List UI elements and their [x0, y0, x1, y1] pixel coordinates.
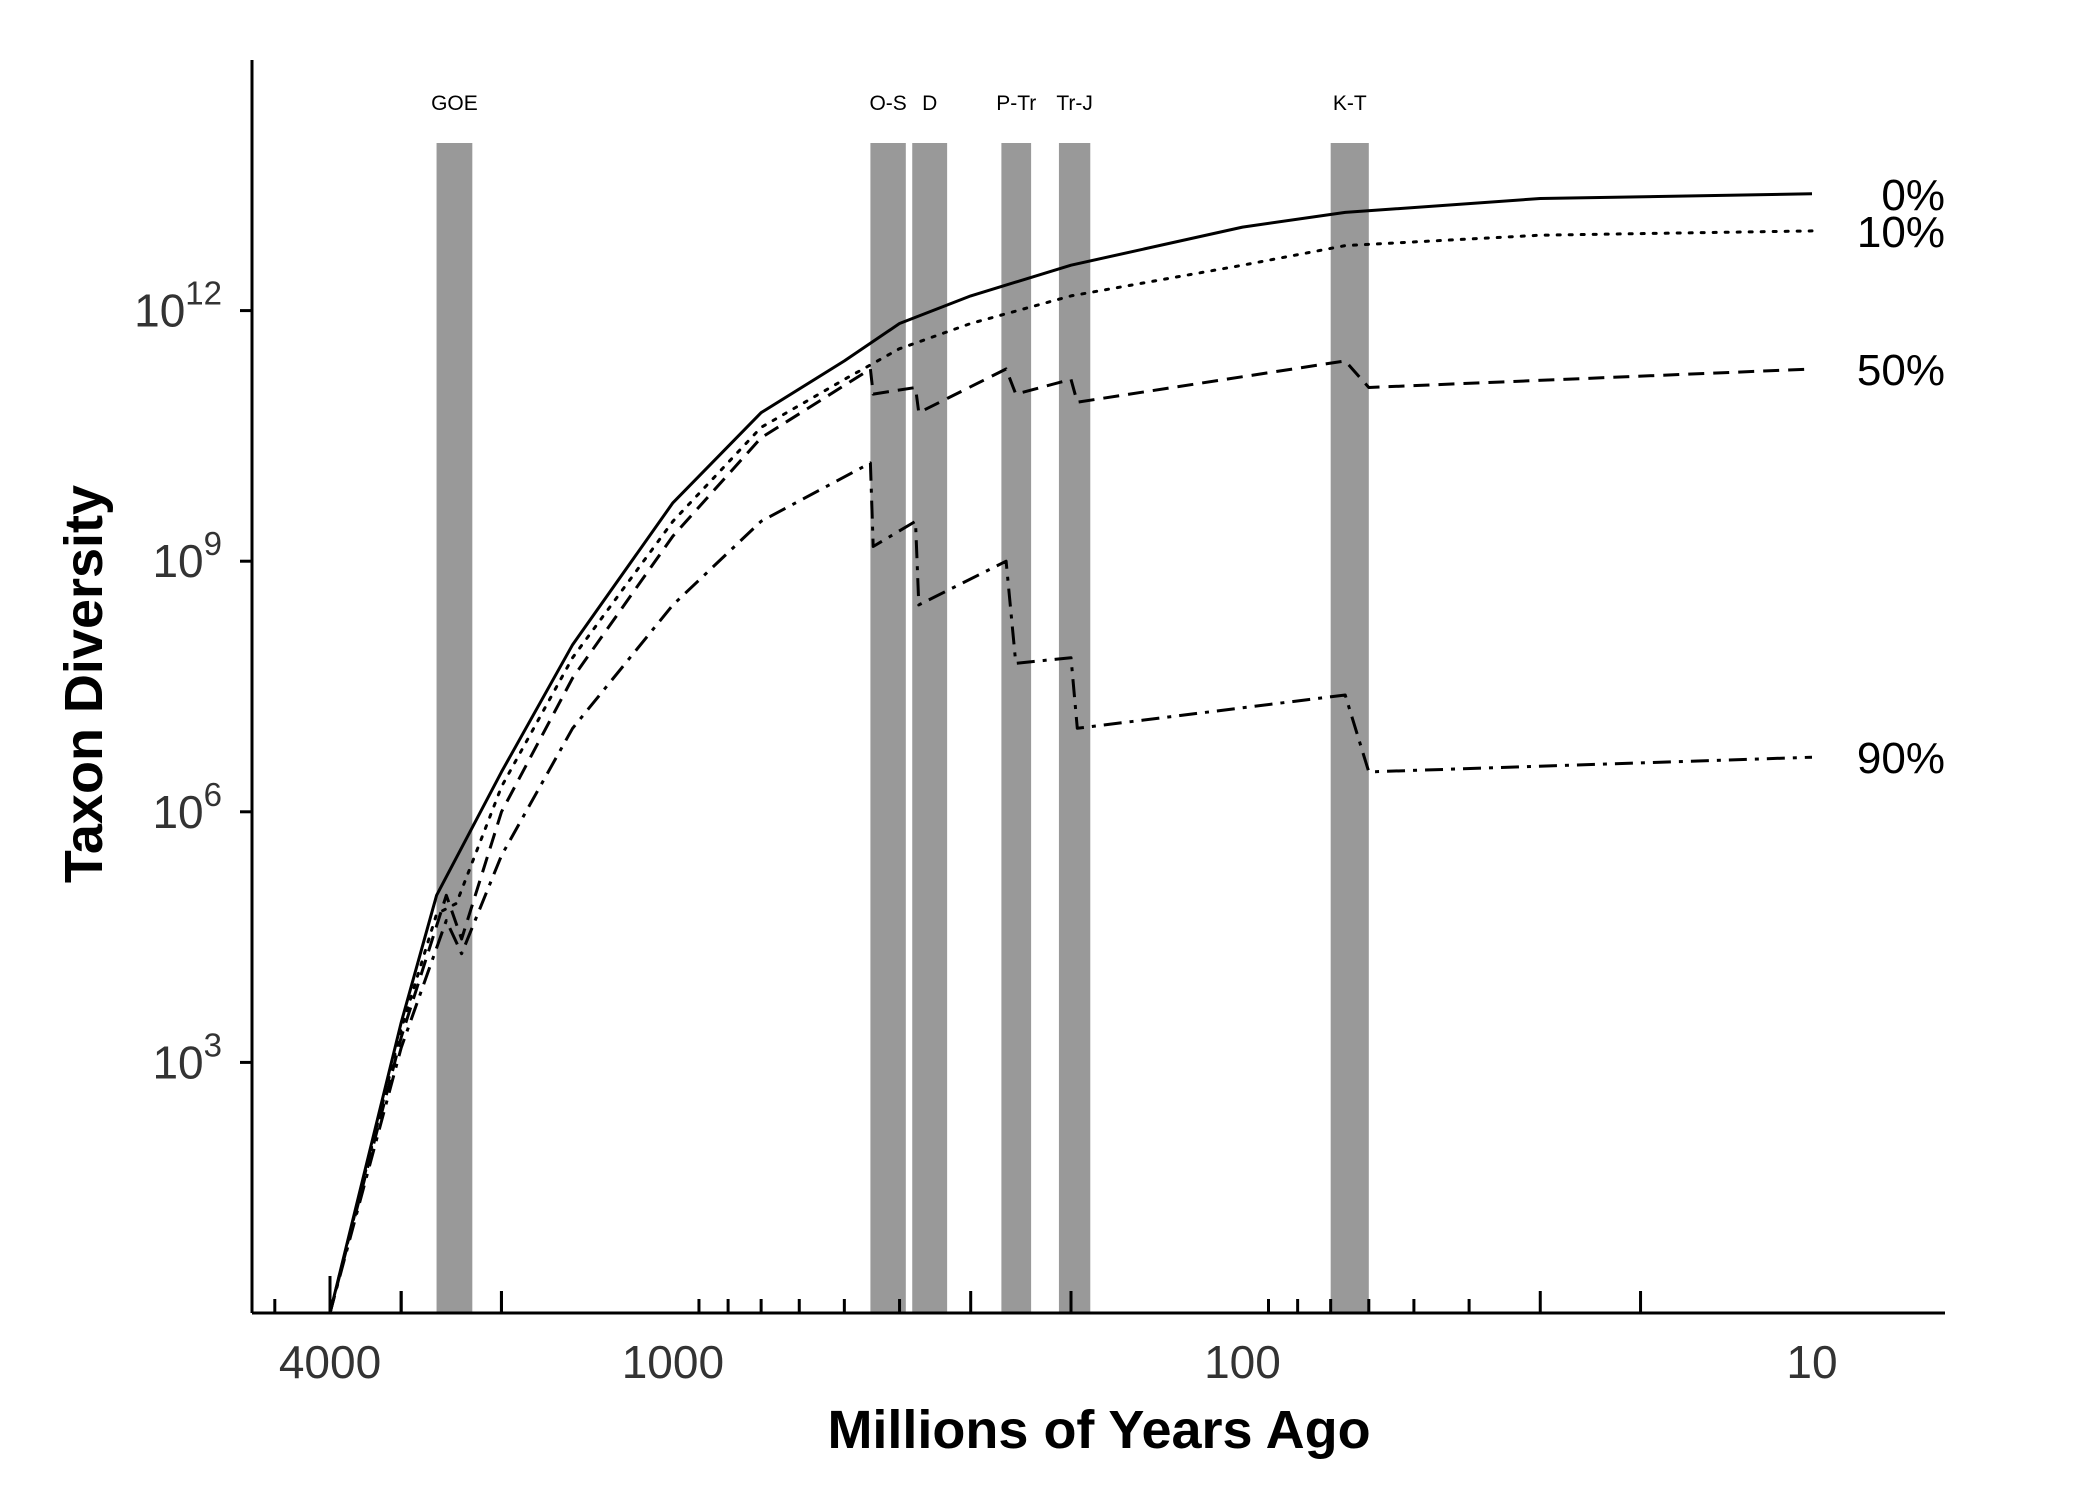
- series-line-50: [328, 359, 1813, 1314]
- y-tick-label: 103: [152, 1026, 222, 1088]
- event-label-d: D: [922, 92, 937, 115]
- series-label-90: 90%: [1857, 734, 1945, 783]
- axes: [240, 60, 1945, 1315]
- x-tick-label: 1000: [622, 1336, 724, 1388]
- x-tick-label: 4000: [279, 1336, 381, 1388]
- series-label-0: 0%: [1881, 171, 1945, 220]
- x-tick-label: 10: [1786, 1336, 1837, 1388]
- event-label-k-t: K-T: [1333, 92, 1367, 115]
- band-tr-j: [1058, 143, 1091, 1313]
- text-labels: GOE O-S D P-Tr Tr-J K-T 0%10% 50% 90% 4000 1000 100…: [54, 92, 1945, 1460]
- series-line-0: [328, 192, 1813, 1314]
- series-label-50: 50%: [1857, 346, 1945, 395]
- y-axis-title: Taxon Diversity: [54, 485, 114, 883]
- band-k-t: [1330, 143, 1369, 1313]
- series-label-10: 10%: [1857, 208, 1945, 257]
- y-tick-label: 106: [152, 776, 222, 838]
- x-tick-label: 100: [1204, 1336, 1281, 1388]
- y-tick-label: 1012: [134, 275, 222, 337]
- band-goe: [436, 143, 473, 1313]
- series-line-10: [328, 229, 1814, 1315]
- extinction-bands: [436, 143, 1369, 1313]
- event-label-p-tr: P-Tr: [996, 92, 1036, 115]
- band-d: [912, 143, 948, 1313]
- band-p-tr: [1001, 143, 1032, 1313]
- event-label-tr-j: Tr-J: [1056, 92, 1093, 115]
- event-label-goe: GOE: [431, 92, 478, 115]
- band-o-s: [870, 143, 906, 1313]
- series-lines: [328, 192, 1814, 1315]
- y-tick-label: 109: [152, 525, 222, 587]
- x-axis-title: Millions of Years Ago: [827, 1400, 1370, 1460]
- series-line-90: [328, 461, 1813, 1314]
- event-label-o-s: O-S: [869, 92, 906, 115]
